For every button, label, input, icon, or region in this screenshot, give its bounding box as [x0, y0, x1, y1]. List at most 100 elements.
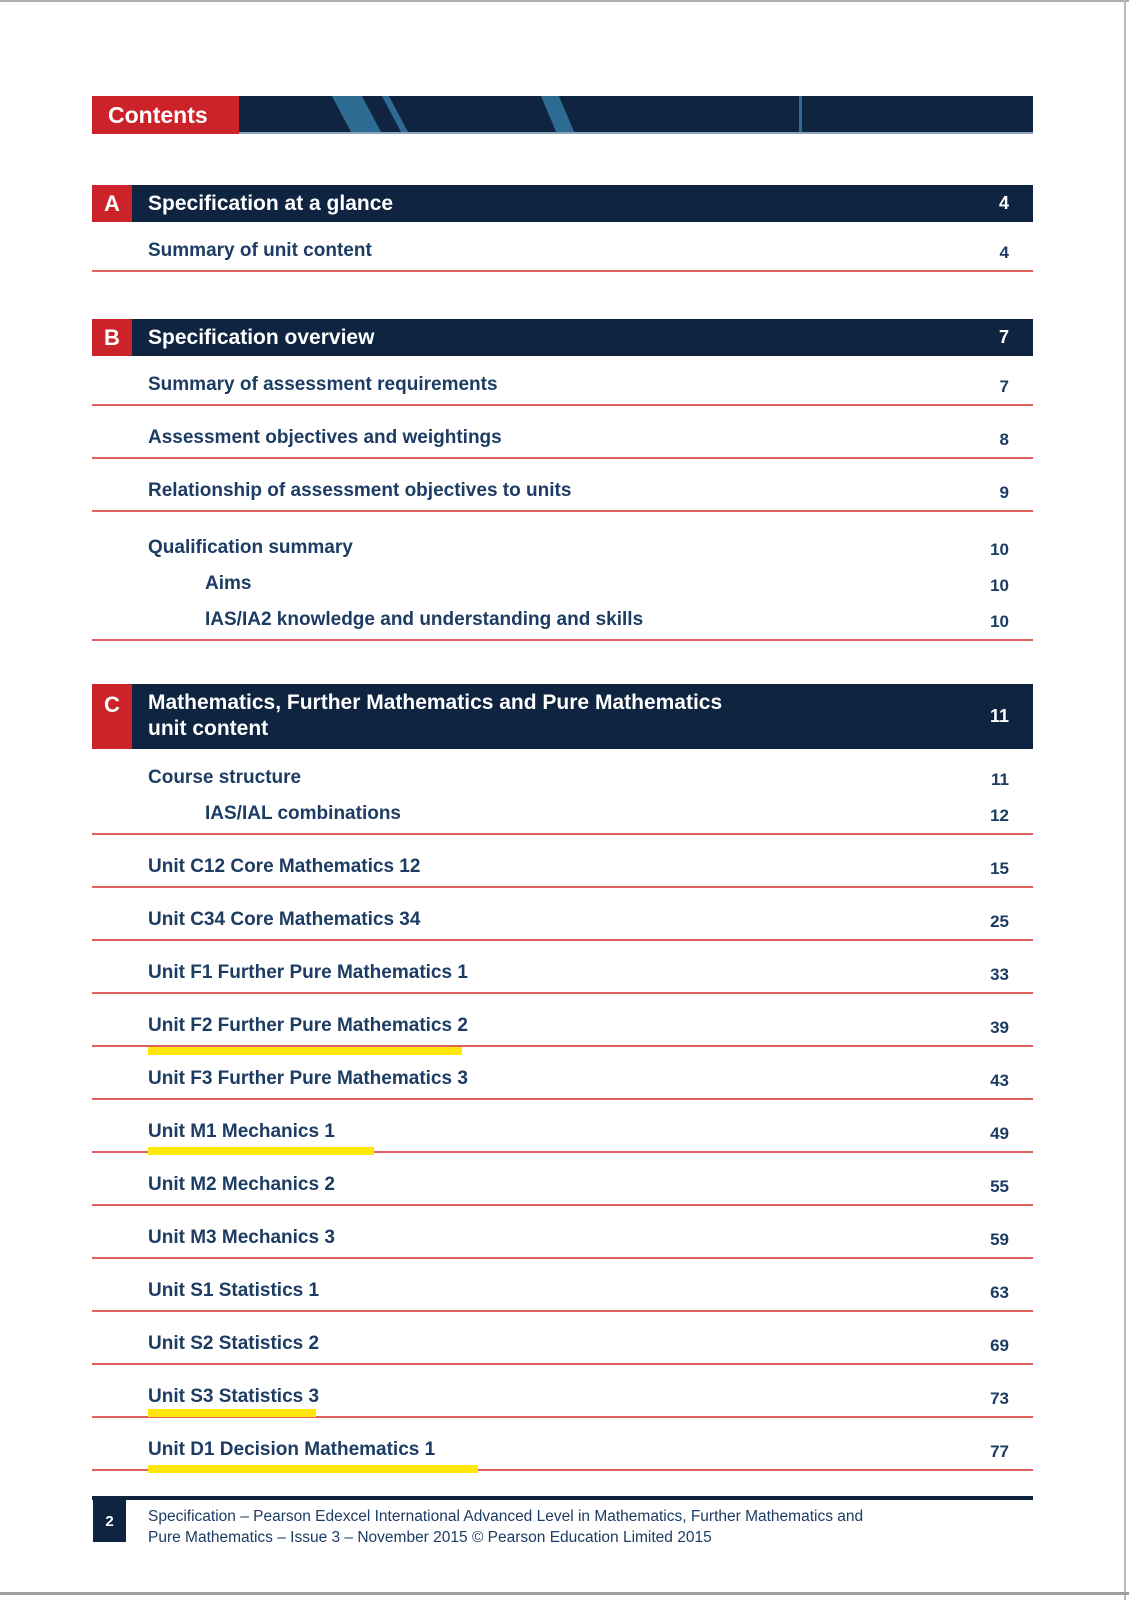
toc-entry[interactable]: Unit F3 Further Pure Mathematics 3 43 — [92, 1068, 1033, 1100]
footer-rule — [92, 1496, 1033, 1500]
toc-entry-label: IAS/IA2 knowledge and understanding and … — [205, 609, 644, 630]
contents-banner-decoration — [239, 96, 1033, 134]
toc-entry-label: Relationship of assessment objectives to… — [148, 480, 572, 501]
toc-entry-page: 63 — [990, 1283, 1009, 1302]
toc-entry-page: 33 — [990, 965, 1009, 984]
toc-entry[interactable]: Unit M3 Mechanics 3 59 — [92, 1227, 1033, 1259]
footer-text-line1: Specification – Pearson Edexcel Internat… — [148, 1508, 864, 1525]
toc-entry-label: Unit C34 Core Mathematics 34 — [148, 909, 421, 930]
toc-entry-label: Qualification summary — [148, 537, 353, 558]
toc-content: Contents A Specification at a glance 4 — [92, 0, 1033, 1548]
toc-entry-label: Assessment objectives and weightings — [148, 427, 502, 448]
toc-entry[interactable]: Qualification summary 10 — [92, 537, 1033, 560]
toc-entry-label: Unit C12 Core Mathematics 12 — [148, 856, 421, 877]
toc-entry[interactable]: Unit F2 Further Pure Mathematics 2 39 — [92, 1015, 1033, 1055]
section-a: A Specification at a glance 4 Summary of… — [92, 185, 1033, 272]
entry-divider — [92, 1416, 1033, 1418]
section-a-header: A Specification at a glance 4 — [92, 185, 1033, 222]
toc-entry-label: Unit S2 Statistics 2 — [148, 1333, 320, 1354]
entry-divider — [92, 1098, 1033, 1100]
toc-entry[interactable]: Unit F1 Further Pure Mathematics 1 33 — [92, 962, 1033, 994]
yellow-highlight-mark — [148, 1465, 478, 1473]
section-a-page: 4 — [998, 193, 1009, 213]
toc-entry[interactable]: Aims 10 — [92, 573, 1033, 596]
section-b: B Specification overview 7 Summary of as… — [92, 319, 1033, 641]
section-c-page: 11 — [989, 705, 1009, 726]
section-b-page: 7 — [998, 327, 1009, 347]
page-edge-top — [0, 0, 1129, 2]
toc-entry-page: 49 — [990, 1124, 1009, 1143]
section-a-title-bar: Specification at a glance 4 — [132, 185, 1033, 222]
toc-entry-page: 15 — [990, 859, 1009, 878]
toc-entry-label: Course structure — [148, 767, 302, 788]
footer-text-line2: Pure Mathematics – Issue 3 – November 20… — [148, 1529, 712, 1546]
toc-entry-label: IAS/IAL combinations — [205, 803, 402, 824]
diagonal-stripe-thin — [379, 96, 412, 134]
toc-entry-page: 10 — [990, 612, 1009, 631]
toc-entry-page: 12 — [990, 806, 1009, 825]
vertical-stripe — [799, 96, 802, 134]
toc-entry-label: Unit F3 Further Pure Mathematics 3 — [148, 1068, 468, 1089]
toc-entry-page: 73 — [990, 1389, 1009, 1408]
yellow-highlight-mark — [148, 1409, 316, 1417]
entry-divider — [92, 1363, 1033, 1365]
toc-entry-page: 7 — [999, 377, 1009, 396]
toc-entry[interactable]: Unit S2 Statistics 2 69 — [92, 1333, 1033, 1365]
section-c-title: Mathematics, Further Mathematics and Pur… — [148, 691, 723, 740]
section-a-letter: A — [92, 185, 132, 222]
section-c-title-bar: Mathematics, Further Mathematics and Pur… — [132, 684, 1033, 749]
entry-divider — [92, 1469, 1033, 1471]
toc-entry[interactable]: Unit C12 Core Mathematics 12 15 — [92, 856, 1033, 888]
toc-entry[interactable]: Unit M1 Mechanics 1 49 — [92, 1121, 1033, 1155]
section-c-header: C Mathematics, Further Mathematics and P… — [92, 684, 1033, 749]
toc-entry-page: 39 — [990, 1018, 1009, 1037]
toc-entry[interactable]: Unit M2 Mechanics 2 55 — [92, 1174, 1033, 1206]
toc-entry[interactable]: Unit S3 Statistics 3 73 — [92, 1386, 1033, 1418]
toc-entry-page: 59 — [990, 1230, 1009, 1249]
toc-entry-page: 10 — [990, 576, 1009, 595]
toc-entry-label: Summary of assessment requirements — [148, 374, 498, 395]
toc-entry-label: Unit F2 Further Pure Mathematics 2 — [148, 1015, 468, 1036]
page-edge-bottom — [0, 1592, 1129, 1595]
entry-divider — [92, 1310, 1033, 1312]
toc-entry[interactable]: Unit S1 Statistics 1 63 — [92, 1280, 1033, 1312]
toc-entry[interactable]: Course structure 11 — [92, 767, 1033, 790]
banner-bottom-sheen — [239, 132, 1033, 134]
toc-entry-label: Unit S1 Statistics 1 — [148, 1280, 320, 1301]
entry-divider — [92, 886, 1033, 888]
toc-entry-page: 55 — [990, 1177, 1009, 1196]
entry-divider — [92, 1257, 1033, 1259]
section-b-header: B Specification overview 7 — [92, 319, 1033, 356]
toc-entry[interactable]: Unit D1 Decision Mathematics 1 77 — [92, 1439, 1033, 1473]
toc-entry[interactable]: IAS/IAL combinations 12 — [92, 803, 1033, 835]
toc-entry[interactable]: Summary of assessment requirements 7 — [92, 374, 1033, 406]
contents-banner: Contents — [92, 96, 1033, 134]
toc-entry[interactable]: IAS/IA2 knowledge and understanding and … — [92, 609, 1033, 641]
section-c: C Mathematics, Further Mathematics and P… — [92, 684, 1033, 1473]
toc-entry[interactable]: Relationship of assessment objectives to… — [92, 480, 1033, 512]
entry-divider — [92, 404, 1033, 406]
toc-entry-page: 10 — [990, 540, 1009, 559]
toc-entry-label: Summary of unit content — [148, 240, 372, 261]
toc-entry[interactable]: Assessment objectives and weightings 8 — [92, 427, 1033, 459]
toc-entry-label: Unit M1 Mechanics 1 — [148, 1121, 335, 1142]
section-b-letter: B — [92, 319, 132, 356]
page-edge-right — [1124, 0, 1126, 1600]
entry-divider — [92, 1204, 1033, 1206]
toc-entry-label: Unit F1 Further Pure Mathematics 1 — [148, 962, 468, 983]
entry-divider — [92, 639, 1033, 641]
toc-entry-label: Unit D1 Decision Mathematics 1 — [148, 1439, 436, 1460]
entry-divider — [92, 833, 1033, 835]
footer: 2 Specification – Pearson Edexcel Intern… — [92, 1500, 1033, 1548]
entry-divider — [92, 939, 1033, 941]
section-c-letter: C — [92, 684, 132, 749]
toc-entry[interactable]: Summary of unit content 4 — [92, 240, 1033, 272]
toc-entry[interactable]: Unit C34 Core Mathematics 34 25 — [92, 909, 1033, 941]
diagonal-stripe-mid — [539, 96, 577, 134]
toc-entry-page: 69 — [990, 1336, 1009, 1355]
toc-entry-label: Aims — [205, 573, 252, 594]
entry-divider — [92, 510, 1033, 512]
entry-divider — [92, 992, 1033, 994]
entry-divider — [92, 1151, 1033, 1153]
